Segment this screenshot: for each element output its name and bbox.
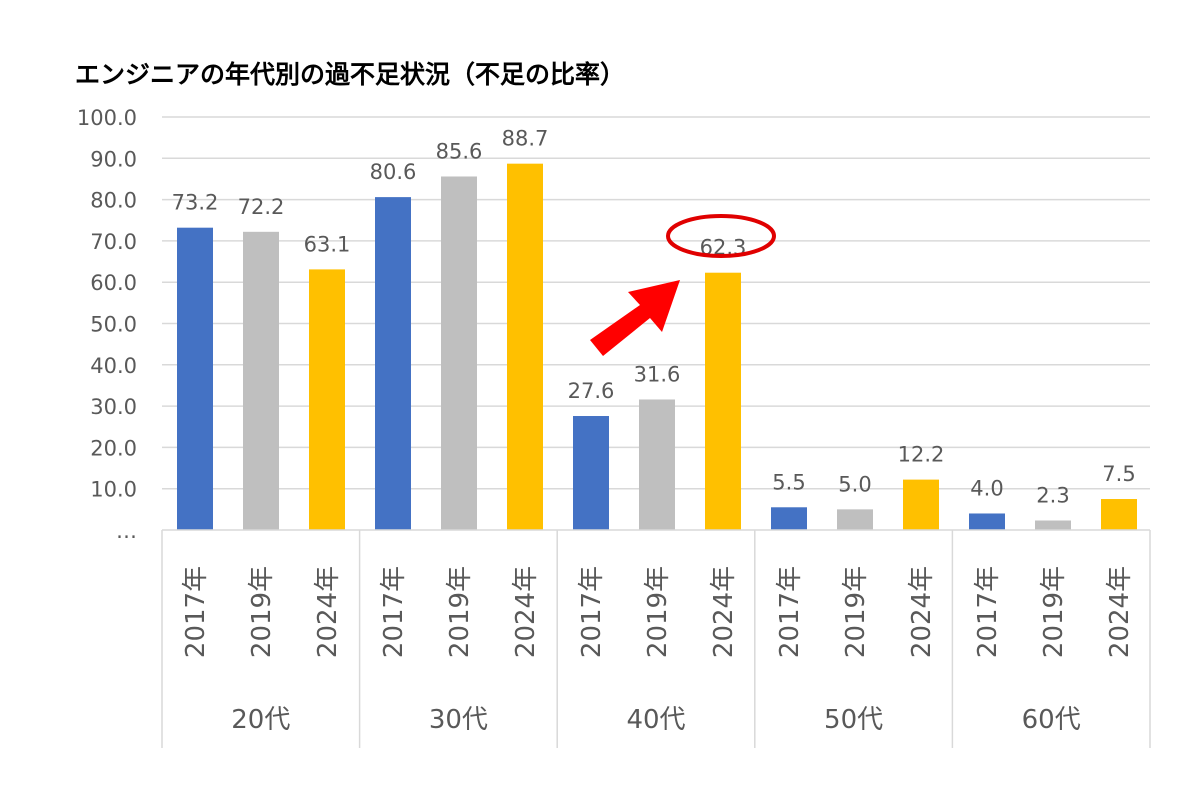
bar: [375, 197, 411, 530]
bar: [507, 163, 543, 530]
y-tick-label: 50.0: [90, 313, 137, 337]
x-group-label: 30代: [429, 705, 488, 735]
x-tick-label-year: 2019年: [1039, 566, 1069, 658]
data-label: 88.7: [502, 127, 549, 151]
data-label: 80.6: [370, 160, 417, 184]
x-tick-label-year: 2017年: [577, 566, 607, 658]
x-tick-label-year: 2024年: [1105, 566, 1135, 658]
data-label: 27.6: [568, 379, 615, 403]
bar: [969, 513, 1005, 530]
data-label: 12.2: [898, 443, 945, 467]
data-label: 5.0: [838, 472, 871, 496]
x-group-label: 50代: [824, 705, 883, 735]
x-tick-label-year: 2024年: [511, 566, 541, 658]
x-tick-label-year: 2019年: [445, 566, 475, 658]
bar: [903, 479, 939, 530]
y-tick-label: 40.0: [90, 354, 137, 378]
bar: [705, 272, 741, 530]
x-tick-label-year: 2024年: [907, 566, 937, 658]
x-tick-label-year: 2019年: [841, 566, 871, 658]
bar: [1035, 520, 1071, 530]
red-arrow-icon: [590, 280, 680, 356]
data-label: 31.6: [634, 362, 681, 386]
bar: [309, 269, 345, 530]
y-tick-label: 100.0: [77, 106, 137, 130]
data-label: 7.5: [1102, 462, 1135, 486]
x-axis: 2017年 2019年 2024年 20代 2017年 2019年 2024年 30代 2017…: [161, 529, 1151, 748]
bar: [573, 416, 609, 530]
y-tick-label: 70.0: [90, 230, 137, 254]
y-tick-label: 10.0: [90, 478, 137, 502]
bars: 73.2 72.263.180.685.688.727.631.662.35.5 5…: [172, 127, 1137, 531]
y-axis: … 10.0 20.0 30.0 40.0 50.0 60.0 70.0 80.0 90.0 100…: [77, 106, 137, 543]
chart-title: エンジニアの年代別の過不足状況（不足の比率）: [75, 60, 625, 89]
y-tick-label: 60.0: [90, 271, 137, 295]
bar: [441, 176, 477, 531]
x-tick-label-year: 2024年: [313, 566, 343, 658]
y-tick-label: 30.0: [90, 395, 137, 419]
bar: [177, 227, 213, 530]
x-tick-label-year: 2017年: [775, 566, 805, 658]
bar: [771, 507, 807, 530]
y-tick-label: 20.0: [90, 436, 137, 460]
bar: [243, 231, 279, 530]
x-tick-label-year: 2017年: [181, 566, 211, 658]
y-tick-label: 90.0: [90, 147, 137, 171]
data-label: 85.6: [436, 139, 483, 163]
x-tick-label-year: 2024年: [709, 566, 739, 658]
data-label: 63.1: [304, 232, 351, 256]
bar: [1101, 499, 1137, 530]
x-tick-label-year: 2019年: [247, 566, 277, 658]
x-group-label: 20代: [231, 705, 290, 735]
x-tick-label-year: 2019年: [643, 566, 673, 658]
annotations: [590, 214, 776, 356]
y-tick-label: …: [116, 519, 137, 543]
data-label: 5.5: [772, 470, 805, 494]
x-tick-label-year: 2017年: [973, 566, 1003, 658]
data-label: 73.2: [172, 191, 219, 215]
bar: [837, 509, 873, 530]
bar: [639, 399, 675, 530]
x-group-label: 40代: [626, 705, 685, 735]
x-group-label: 60代: [1022, 705, 1081, 735]
data-label: 4.0: [970, 476, 1003, 500]
y-tick-label: 80.0: [90, 189, 137, 213]
highlight-ellipse: [666, 214, 776, 258]
data-label: 2.3: [1036, 484, 1069, 508]
x-tick-label-year: 2017年: [379, 566, 409, 658]
data-label: 72.2: [238, 195, 285, 219]
